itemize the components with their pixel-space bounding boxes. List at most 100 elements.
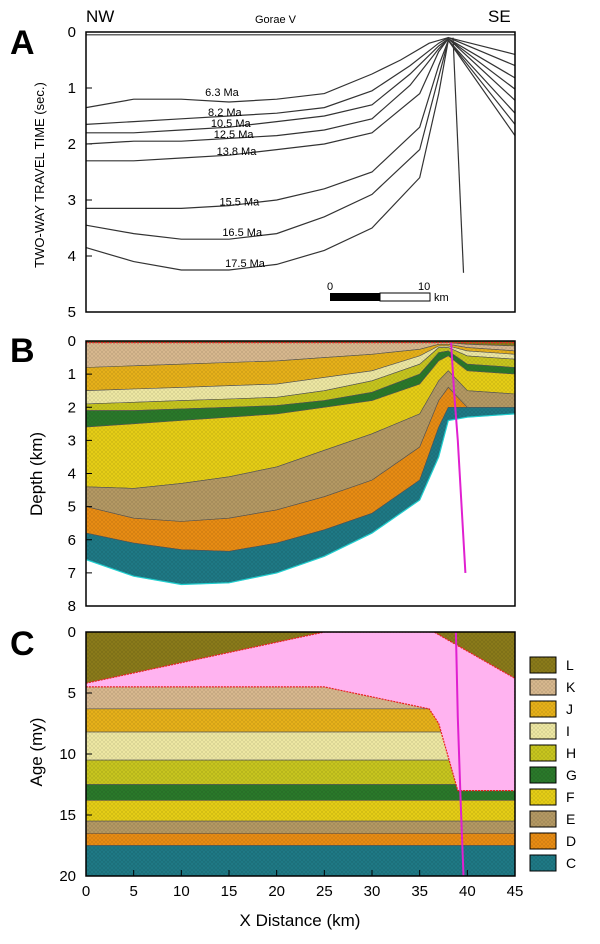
panel-a-y-tick-label: 3: [68, 192, 76, 209]
age-band-texture: [86, 800, 515, 822]
legend-label-L: L: [566, 657, 574, 673]
age-band-texture: [86, 845, 515, 876]
age-band-texture: [86, 708, 515, 733]
scale-bar-unit: km: [434, 292, 449, 304]
panel-c-x-tick-label: 40: [459, 883, 476, 900]
age-band-texture: [86, 821, 515, 834]
layer-texture: [86, 407, 515, 585]
panel-b-y-tick-label: 6: [68, 532, 76, 549]
panel-b-fault: [450, 342, 467, 573]
age-band-texture: [86, 784, 515, 801]
legend-swatch-texture: [530, 745, 556, 761]
panel-c-y-tick-label: 20: [59, 868, 76, 885]
scale-bar-label-0: 0: [327, 281, 333, 293]
layer-texture: [86, 370, 515, 522]
panel-b: B 0 1 2 3 4 5 6 7 8 Depth (km): [10, 332, 516, 615]
horizon-label: 12.5 Ma: [214, 129, 255, 141]
scale-bar-label-10: 10: [418, 281, 430, 293]
legend-swatch-texture: [530, 657, 556, 673]
panel-c-x-tick-label: 15: [221, 883, 238, 900]
panel-c-fault: [454, 632, 465, 876]
panel-a-fault: [452, 37, 465, 273]
horizon-label: 15.5 Ma: [219, 196, 260, 208]
panel-a-y-tick-label: 2: [68, 136, 76, 153]
layer-texture: [86, 347, 515, 411]
panel-c-y-tick-label: 15: [59, 807, 76, 824]
legend-swatch-texture: [530, 833, 556, 849]
legend-label-C: C: [566, 855, 576, 871]
horizon-12-5-Ma: [85, 37, 516, 145]
hiatus-region: [86, 632, 515, 792]
horizon-17-5-Ma: [85, 38, 516, 271]
horizon-label: 17.5 Ma: [225, 258, 266, 270]
panel-b-title: B: [10, 332, 35, 370]
panel-a: A NW SE Gorae V 0 1 2 3 4 5 6.3 Ma 8.2 Ma10.5 …: [10, 7, 516, 321]
legend-label-I: I: [566, 723, 570, 739]
horizon-label: 16.5 Ma: [222, 227, 263, 239]
legend-label-H: H: [566, 745, 576, 761]
horizon-15-5-Ma: [86, 39, 516, 209]
panel-b-y-ticks: 0 1 2 3 4 5 6 7 8: [68, 333, 92, 615]
panel-c-x-tick-label: 45: [507, 883, 524, 900]
panel-b-y-tick-label: 7: [68, 565, 76, 582]
panel-c-x-tick-label: 10: [173, 883, 190, 900]
panel-b-y-tick-label: 1: [68, 366, 76, 383]
age-band-texture: [86, 833, 515, 846]
panel-b-y-tick-label: 2: [68, 399, 76, 416]
panel-c-x-label: X Distance (km): [240, 911, 361, 930]
horizon-label: 8.2 Ma: [208, 107, 243, 119]
panel-a-frame: [85, 31, 516, 313]
horizon-label: 10.5 Ma: [211, 118, 252, 130]
layer-texture: [86, 342, 515, 368]
panel-c-x-tick-label: 25: [316, 883, 333, 900]
panel-c-x-tick-label: 30: [364, 883, 381, 900]
panel-a-title: A: [10, 24, 35, 62]
panel-a-y-tick-label: 4: [68, 248, 76, 265]
panel-a-y-label: TWO-WAY TRAVEL TIME (sec.): [32, 82, 47, 268]
layer-texture: [86, 387, 515, 552]
panel-b-y-tick-label: 0: [68, 333, 76, 350]
panel-c-x-tick-label: 20: [268, 883, 285, 900]
legend-swatch-texture: [530, 855, 556, 871]
panel-c-x-tick-label: 0: [82, 883, 90, 900]
legend-label-J: J: [566, 701, 573, 717]
panel-b-y-label: Depth (km): [27, 432, 46, 516]
scale-bar-white: [379, 292, 431, 302]
panel-c-x-tick-label: 5: [129, 883, 137, 900]
horizon-16-5-Ma: [85, 39, 516, 240]
panel-c-y-tick-label: 0: [68, 624, 76, 641]
panel-b-layers: [86, 341, 515, 586]
horizon-6-3-Ma: [85, 36, 516, 109]
panel-c: C 0 5 10 15 20 0 5 10 15 20 25 30 35 40 45 Age (my) X…: [10, 624, 577, 930]
legend-label-D: D: [566, 833, 576, 849]
panel-a-y-tick-label: 0: [68, 24, 76, 41]
panel-c-y-label: Age (my): [27, 718, 46, 787]
scale-bar: 0 10 km: [327, 281, 449, 304]
panel-b-y-tick-label: 4: [68, 466, 76, 483]
panel-c-x-ticks: 0 5 10 15 20 25 30 35 40 45: [82, 870, 524, 900]
panel-a-y-ticks: 0 1 2 3 4 5: [68, 24, 92, 321]
scale-bar-black: [330, 293, 380, 301]
legend-swatch-texture: [530, 679, 556, 695]
panel-b-y-tick-label: 3: [68, 432, 76, 449]
layer-texture: [86, 344, 515, 391]
horizon-8-2-Ma: [85, 36, 516, 125]
layer-texture: [86, 350, 515, 428]
panel-c-title: C: [10, 625, 35, 663]
panel-a-y-tick-label: 1: [68, 80, 76, 97]
legend-swatch-texture: [530, 789, 556, 805]
panel-c-x-tick-label: 35: [411, 883, 428, 900]
legend-label-K: K: [566, 679, 576, 695]
horizon-10-5-Ma: [86, 37, 516, 134]
legend-label-G: G: [566, 767, 577, 783]
nw-label: NW: [86, 7, 114, 26]
panel-c-y-ticks: 0 5 10 15 20: [59, 624, 92, 885]
panel-b-y-tick-label: 8: [68, 598, 76, 615]
panel-b-frame: [85, 340, 516, 607]
legend-label-E: E: [566, 811, 575, 827]
legend-swatch-texture: [530, 767, 556, 783]
panel-a-y-tick-label: 5: [68, 304, 76, 321]
